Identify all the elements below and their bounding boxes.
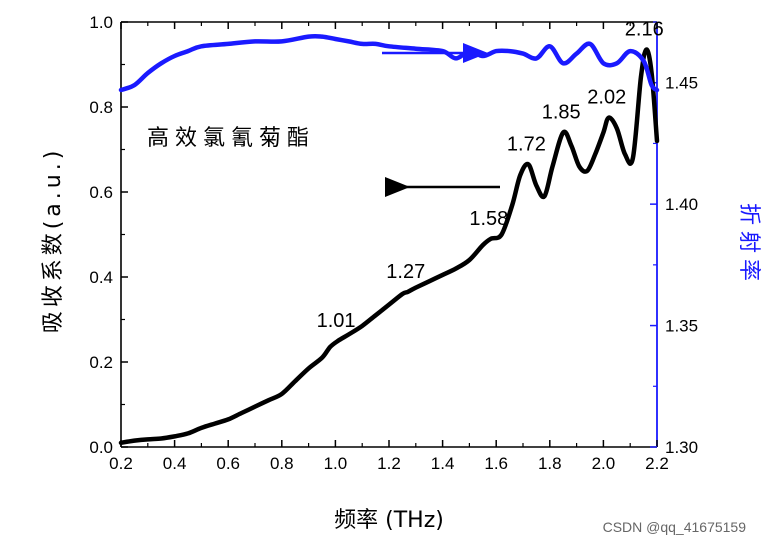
x-tick-label: 1.0 <box>324 454 348 473</box>
y-tick-label-right: 1.35 <box>665 317 698 336</box>
y-tick-label-left: 0.4 <box>89 268 113 287</box>
peak-label: 2.02 <box>587 87 626 109</box>
x-tick-label: 0.4 <box>163 454 187 473</box>
axis-tick-labels: 0.2 0.4 0.6 0.8 1.0 1.2 1.4 1.6 1.8 2.0 2.20.00.20… <box>89 13 698 473</box>
x-axis-title: 频率 (THz) <box>334 508 444 533</box>
chart-title: 高效氯氰菊酯 <box>147 126 315 151</box>
y-tick-label-left: 0.0 <box>89 438 113 457</box>
peak-labels: 1.01 1.27 1.58 1.72 1.85 2.02 2.16 <box>317 19 664 332</box>
peak-label: 1.27 <box>386 261 425 283</box>
y-tick-label-right: 1.30 <box>665 438 698 457</box>
watermark-text: CSDN @qq_41675159 <box>603 519 747 535</box>
peak-label: 1.85 <box>542 102 581 124</box>
x-tick-label: 0.6 <box>216 454 240 473</box>
x-tick-label: 1.4 <box>431 454 455 473</box>
peak-label: 2.16 <box>625 19 664 41</box>
absorption-series-line <box>118 47 660 446</box>
y-tick-label-left: 1.0 <box>89 13 113 32</box>
axis-ticks <box>120 21 658 448</box>
x-tick-label: 1.8 <box>538 454 562 473</box>
y-tick-label-left: 0.6 <box>89 183 113 202</box>
x-tick-label: 1.2 <box>377 454 401 473</box>
peak-label: 1.01 <box>317 310 356 332</box>
peak-label: 1.58 <box>469 208 508 230</box>
x-tick-label: 1.6 <box>484 454 508 473</box>
peak-label: 1.72 <box>507 133 546 155</box>
x-tick-label: 0.8 <box>270 454 294 473</box>
y-axis-title-left: 吸收系数(a.u.) <box>41 147 66 334</box>
y-axis-title-right: 折射率 <box>736 203 761 287</box>
y-tick-label-left: 0.2 <box>89 353 113 372</box>
refractive-index-series-line <box>118 33 660 93</box>
y-tick-label-right: 1.40 <box>665 195 698 214</box>
x-tick-label: 0.2 <box>109 454 133 473</box>
y-tick-label-left: 0.8 <box>89 98 113 117</box>
y-tick-label-right: 1.45 <box>665 74 698 93</box>
x-tick-label: 2.2 <box>645 454 669 473</box>
x-tick-label: 2.0 <box>592 454 616 473</box>
